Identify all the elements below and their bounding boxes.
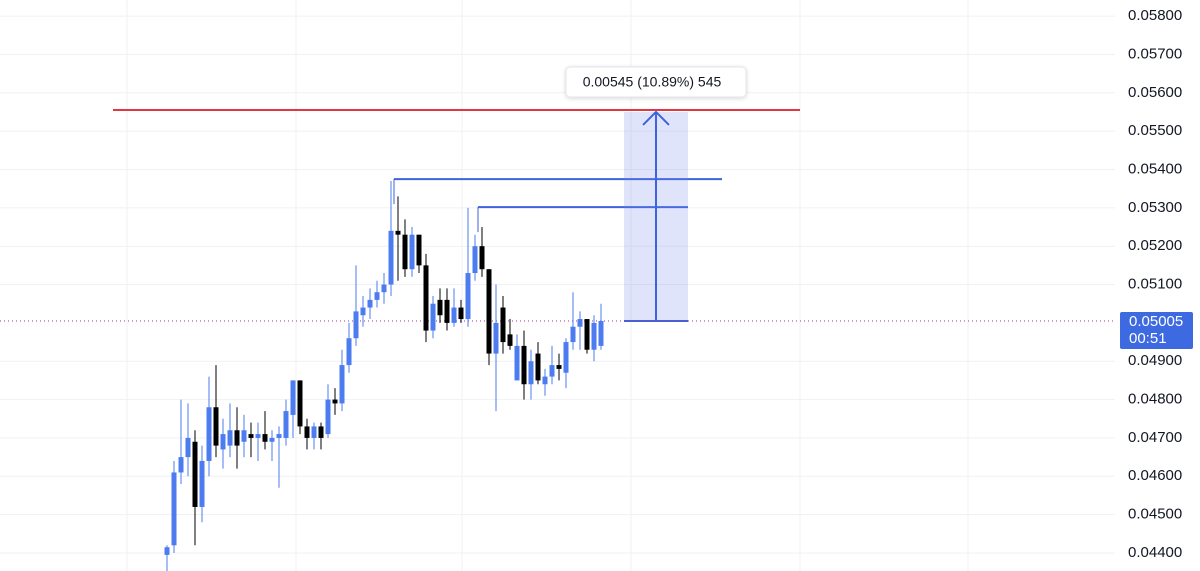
y-tick-label: 0.05800 [1128, 7, 1182, 24]
candle-body [549, 365, 555, 377]
candle-body [255, 434, 261, 438]
candle-body [241, 430, 247, 442]
candle-body [486, 269, 492, 354]
candle-body [514, 345, 520, 381]
measure-label: 0.00545 (10.89%) 545 [583, 74, 722, 90]
y-tick-label: 0.05200 [1128, 237, 1182, 254]
candle-body [185, 437, 191, 458]
candle-body [395, 230, 401, 235]
y-tick-label: 0.04400 [1128, 544, 1182, 561]
vertical-grid [126, 0, 969, 571]
y-tick-label: 0.05400 [1128, 160, 1182, 177]
candle-body [353, 311, 359, 339]
candle-body [416, 234, 422, 266]
candle-body [493, 322, 499, 354]
candle-body [332, 399, 338, 404]
y-tick-label: 0.05600 [1128, 84, 1182, 101]
candle-body [360, 307, 366, 316]
candle-body [465, 273, 471, 320]
y-tick-label: 0.04800 [1128, 391, 1182, 408]
candle-body [409, 234, 415, 270]
candle-body [213, 407, 219, 446]
candle-body [451, 307, 457, 323]
y-tick-label: 0.04900 [1128, 352, 1182, 369]
candle-body [500, 307, 506, 343]
candle-body [283, 411, 289, 438]
candle-body [381, 284, 387, 293]
candle-body [220, 434, 226, 450]
candle-body [507, 334, 513, 346]
candle-body [325, 399, 331, 435]
candle-body [164, 547, 170, 555]
candle-body [577, 319, 583, 327]
y-tick-label: 0.05500 [1128, 122, 1182, 139]
countdown: 00:51 [1129, 330, 1167, 347]
candle-body [276, 434, 282, 438]
candle-body [521, 345, 527, 385]
candle-body [248, 434, 254, 438]
y-tick-label: 0.04700 [1128, 429, 1182, 446]
measure-label-box [565, 66, 747, 98]
candle-body [479, 246, 485, 270]
candle-body [304, 426, 310, 438]
candle-body [346, 338, 352, 366]
candle-body [528, 361, 534, 385]
candle-body [570, 326, 576, 343]
candle-body [297, 380, 303, 427]
candle-body [430, 303, 436, 331]
candle-body [171, 472, 177, 546]
y-tick-label: 0.05100 [1128, 276, 1182, 293]
candle-body [584, 319, 590, 350]
candle-body [458, 307, 464, 320]
y-tick-label: 0.05700 [1128, 45, 1182, 62]
candle-body [318, 426, 324, 438]
candle-body [591, 322, 597, 350]
measure-arrow-head [642, 110, 670, 126]
candle-body [437, 299, 443, 316]
y-tick-label: 0.05300 [1128, 199, 1182, 216]
candle-body [472, 246, 478, 274]
candle-body [311, 426, 317, 438]
candle-body [598, 320, 604, 346]
candle-body [192, 441, 198, 507]
last-price-label: 0.05005 [1129, 313, 1183, 330]
candle-body [178, 457, 184, 473]
candle-body [423, 265, 429, 331]
candle-body [388, 230, 394, 285]
candle-body [556, 365, 562, 369]
candle-body [339, 365, 345, 404]
candle-body [563, 342, 569, 373]
candle-body [234, 430, 240, 446]
candle-body [402, 234, 408, 270]
candle-body [374, 292, 380, 300]
candle-body [535, 353, 541, 381]
y-tick-label: 0.04600 [1128, 467, 1182, 484]
candle-body [227, 430, 233, 446]
y-tick-label: 0.04500 [1128, 506, 1182, 523]
candle-body [206, 407, 212, 461]
candle-body [367, 299, 373, 308]
candle-body [444, 299, 450, 323]
candle-body [262, 434, 268, 442]
candle-body [542, 376, 548, 385]
candle-body [290, 380, 296, 415]
candle-body [199, 460, 205, 507]
last-price-tag [1120, 311, 1193, 349]
candle-body [269, 437, 275, 442]
